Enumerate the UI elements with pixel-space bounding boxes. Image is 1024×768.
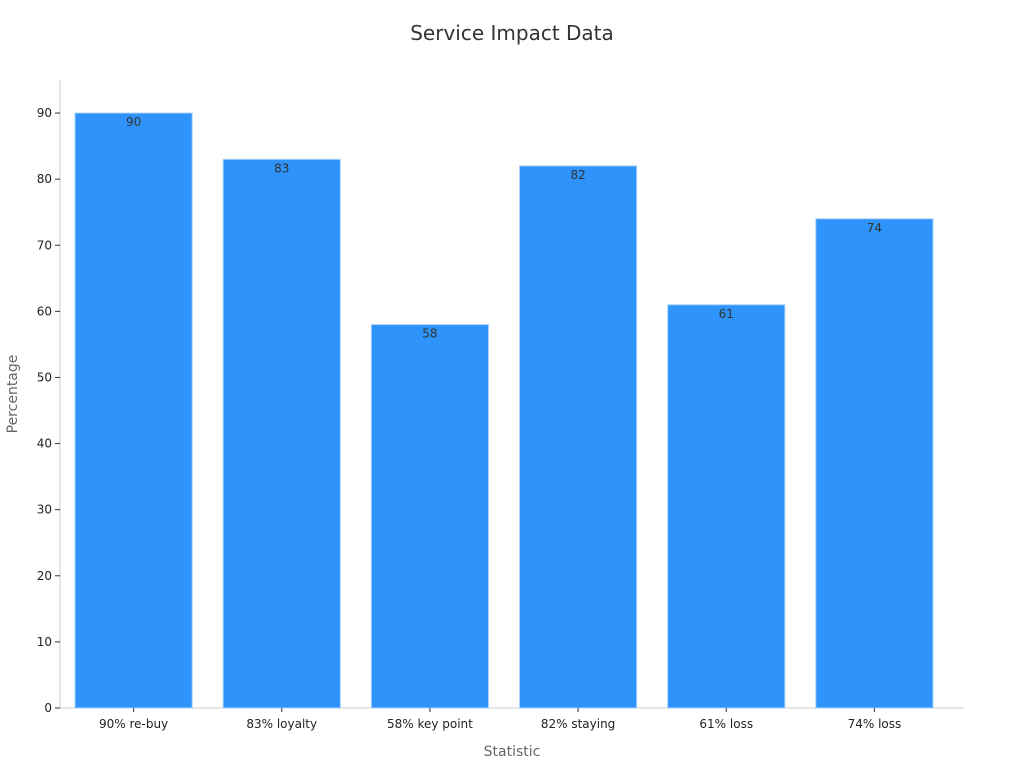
y-tick-label: 20 — [37, 569, 52, 583]
data-label: 90 — [126, 115, 141, 129]
y-tick-label: 10 — [37, 635, 52, 649]
y-tick-label: 40 — [37, 437, 52, 451]
bar — [519, 165, 638, 709]
x-tick-label: 90% re-buy — [99, 717, 168, 731]
x-tick-label: 83% loyalty — [246, 717, 317, 731]
data-label: 82 — [570, 168, 585, 182]
data-label: 83 — [274, 161, 289, 175]
bar — [815, 218, 934, 709]
data-label: 61 — [719, 307, 734, 321]
x-axis-label: Statistic — [484, 744, 541, 760]
bar — [74, 112, 193, 709]
chart-title: Service Impact Data — [410, 21, 614, 45]
x-tick-label: 61% loss — [699, 717, 753, 731]
bar — [667, 304, 786, 709]
bar — [370, 324, 490, 709]
y-tick-label: 0 — [44, 701, 52, 715]
y-tick-label: 60 — [37, 304, 52, 318]
y-tick-label: 70 — [37, 238, 52, 252]
x-tick-label: 58% key point — [387, 717, 473, 731]
x-tick-label: 74% loss — [848, 717, 902, 731]
x-tick-label: 82% staying — [541, 717, 615, 731]
data-label: 58 — [422, 327, 437, 341]
data-label: 74 — [867, 221, 882, 235]
y-tick-label: 30 — [37, 503, 52, 517]
y-tick-label: 80 — [37, 172, 52, 186]
plot-area: 0 10 20 30 40 50 60 70 80 90 90 90% re-buy 83 83% loy… — [37, 80, 964, 731]
bar — [222, 158, 341, 709]
y-tick-label: 90 — [37, 106, 52, 120]
y-axis-label: Percentage — [5, 355, 21, 434]
y-tick-label: 50 — [37, 370, 52, 384]
